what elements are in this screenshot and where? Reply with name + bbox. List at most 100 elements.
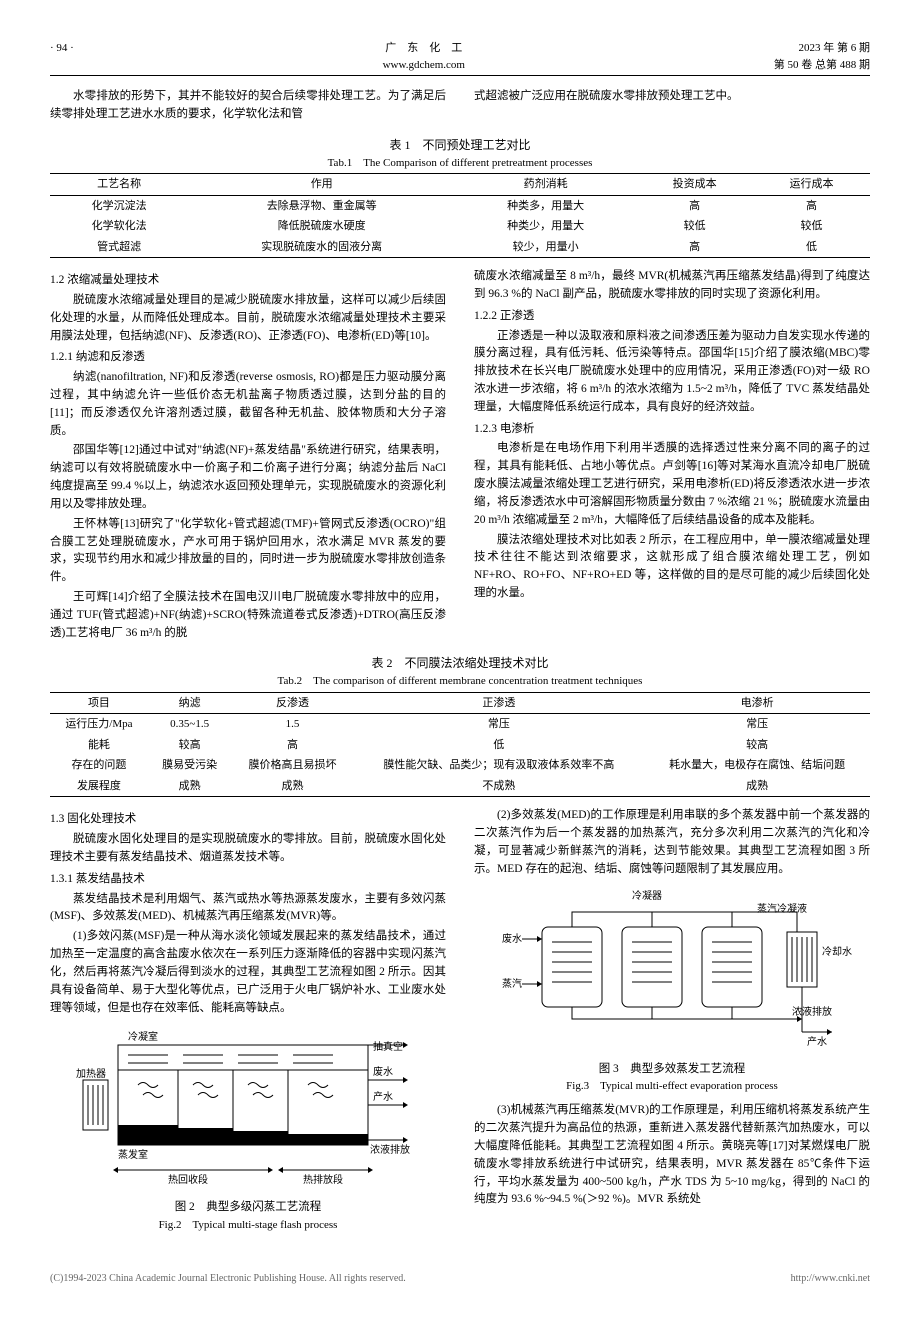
table-cell: 实现脱硫废水的固液分离 <box>188 237 455 258</box>
table2-caption-en: Tab.2 The comparison of different membra… <box>50 673 870 690</box>
table2-body: 运行压力/Mpa0.35~1.51.5常压常压能耗较高高低较高存在的问题膜易受污… <box>50 714 870 797</box>
table-cell: 高 <box>636 237 753 258</box>
s121-p4: 王可辉[14]介绍了全膜法技术在国电汉川电厂脱硫废水零排放中的应用，通过 TUF… <box>50 589 446 642</box>
table-cell: 较少，用量小 <box>455 237 636 258</box>
table1-caption-en: Tab.1 The Comparison of different pretre… <box>50 155 870 172</box>
table-cell: 管式超滤 <box>50 237 188 258</box>
s121-p3: 王怀林等[13]研究了"化学软化+管式超滤(TMF)+管网式反渗透(OCRO)"… <box>50 516 446 587</box>
fig3-caption-en: Fig.3 Typical multi-effect evaporation p… <box>474 1078 870 1095</box>
fig3-brine-label: 浓液排放 <box>792 1005 832 1018</box>
table-cell: 成熟 <box>148 776 232 797</box>
s131-p2: (1)多效闪蒸(MSF)是一种从海水淡化领域发展起来的蒸发结晶技术，通过加热至一… <box>50 928 446 1017</box>
fig3-diagram: 冷凝器 蒸汽冷凝液 废水 蒸汽 冷却水 <box>492 887 852 1057</box>
fig2-heater-label: 加热器 <box>76 1067 106 1080</box>
table2: 项目 纳滤 反渗透 正渗透 电渗析 运行压力/Mpa0.35~1.51.5常压常… <box>50 692 870 798</box>
page-header: · 94 · 广 东 化 工 www.gdchem.com 2023 年 第 6… <box>50 40 870 76</box>
table-cell: 降低脱硫废水硬度 <box>188 216 455 237</box>
table2-caption-cn: 表 2 不同膜法浓缩处理技术对比 <box>50 654 870 672</box>
t2-h3: 正渗透 <box>354 692 644 714</box>
s13-right-p2: (3)机械蒸汽再压缩蒸发(MVR)的工作原理是，利用压缩机将蒸发系统产生的二次蒸… <box>474 1102 870 1209</box>
fig3-product-label: 产水 <box>807 1035 827 1048</box>
fig2-reject-label: 热排放段 <box>303 1173 343 1186</box>
s12-p1: 脱硫废水浓缩减量处理目的是减少脱硫废水排放量，这样可以减少后续固化处理的水量，从… <box>50 292 446 345</box>
fig3-condensate-label: 蒸汽冷凝液 <box>757 902 807 915</box>
table-cell: 低 <box>354 735 644 756</box>
table-cell: 不成熟 <box>354 776 644 797</box>
table1-body: 化学沉淀法去除悬浮物、重金属等种类多，用量大高高化学软化法降低脱硫废水硬度种类少… <box>50 195 870 258</box>
table-cell: 高 <box>636 195 753 216</box>
fig2-waste-label: 废水 <box>373 1065 393 1078</box>
table-cell: 膜性能欠缺、品类少；现有汲取液体系效率不高 <box>354 755 644 776</box>
table-cell: 能耗 <box>50 735 148 756</box>
section-1-3: 1.3 固化处理技术 脱硫废水固化处理目的是实现脱硫废水的零排放。目前，脱硫废水… <box>50 807 870 1241</box>
t1-h0: 工艺名称 <box>50 174 188 196</box>
s121-title: 1.2.1 纳滤和反渗透 <box>50 349 446 367</box>
table-row: 管式超滤实现脱硫废水的固液分离较少，用量小高低 <box>50 237 870 258</box>
table-row: 化学沉淀法去除悬浮物、重金属等种类多，用量大高高 <box>50 195 870 216</box>
t2-h1: 纳滤 <box>148 692 232 714</box>
table-cell: 常压 <box>354 714 644 735</box>
section-1-2: 1.2 浓缩减量处理技术 脱硫废水浓缩减量处理目的是减少脱硫废水排放量，这样可以… <box>50 268 870 644</box>
s122-p1: 正渗透是一种以汲取液和原料液之间渗透压差为驱动力自发实现水传递的膜分离过程，具有… <box>474 328 870 417</box>
header-issue: 2023 年 第 6 期 第 50 卷 总第 488 期 <box>774 40 870 73</box>
table-cell: 种类多，用量大 <box>455 195 636 216</box>
s131-p1: 蒸发结晶技术是利用烟气、蒸汽或热水等热源蒸发废水，主要有多效闪蒸(MSF)、多效… <box>50 891 446 927</box>
table-cell: 较高 <box>148 735 232 756</box>
table-row: 存在的问题膜易受污染膜价格高且易损坏膜性能欠缺、品类少；现有汲取液体系效率不高耗… <box>50 755 870 776</box>
t2-h2: 反渗透 <box>231 692 353 714</box>
s121-p1: 纳滤(nanofiltration, NF)和反渗透(reverse osmos… <box>50 369 446 440</box>
intro-row: 水零排放的形势下，其并不能较好的契合后续零排处理工艺。为了满足后续零排处理工艺进… <box>50 88 870 126</box>
journal-name: 广 东 化 工 <box>383 40 465 57</box>
table-cell: 存在的问题 <box>50 755 148 776</box>
table-row: 化学软化法降低脱硫废水硬度种类少，用量大较低较低 <box>50 216 870 237</box>
table-cell: 发展程度 <box>50 776 148 797</box>
table-cell: 0.35~1.5 <box>148 714 232 735</box>
fig2-caption-cn: 图 2 典型多级闪蒸工艺流程 <box>50 1199 446 1216</box>
s123-p1: 电渗析是在电场作用下利用半透膜的选择透过性来分离不同的离子的过程，其具有能耗低、… <box>474 440 870 529</box>
table-cell: 种类少，用量大 <box>455 216 636 237</box>
fig2-condenser-label: 冷凝室 <box>128 1030 158 1043</box>
s131-title: 1.3.1 蒸发结晶技术 <box>50 871 446 889</box>
table-cell: 高 <box>231 735 353 756</box>
table-cell: 运行压力/Mpa <box>50 714 148 735</box>
t2-h4: 电渗析 <box>644 692 870 714</box>
table-cell: 膜价格高且易损坏 <box>231 755 353 776</box>
table-cell: 较低 <box>636 216 753 237</box>
s13-title: 1.3 固化处理技术 <box>50 811 446 829</box>
table-cell: 成熟 <box>231 776 353 797</box>
t1-h3: 投资成本 <box>636 174 753 196</box>
table1-header-row: 工艺名称 作用 药剂消耗 投资成本 运行成本 <box>50 174 870 196</box>
fig3-steam-label: 蒸汽 <box>502 977 522 990</box>
fig2-evap-label: 蒸发室 <box>118 1148 148 1161</box>
table-cell: 耗水量大，电极存在腐蚀、结垢问题 <box>644 755 870 776</box>
table-cell: 化学软化法 <box>50 216 188 237</box>
table-row: 运行压力/Mpa0.35~1.51.5常压常压 <box>50 714 870 735</box>
fig3-condenser-label: 冷凝器 <box>632 889 662 902</box>
s12-right-p1: 硫废水浓缩减量至 8 m³/h，最终 MVR(机械蒸汽再压缩蒸发结晶)得到了纯度… <box>474 268 870 304</box>
table-cell: 膜易受污染 <box>148 755 232 776</box>
intro-right: 式超滤被广泛应用在脱硫废水零排放预处理工艺中。 <box>474 88 870 106</box>
s13-p1: 脱硫废水固化处理目的是实现脱硫废水的零排放。目前，脱硫废水固化处理技术主要有蒸发… <box>50 831 446 867</box>
fig3-waste-label: 废水 <box>502 932 522 945</box>
fig2-brine-label: 浓液排放 <box>370 1143 410 1156</box>
s123-p2: 膜法浓缩处理技术对比如表 2 所示，在工程应用中，单一膜浓缩减量处理技术往往不能… <box>474 532 870 603</box>
table1: 工艺名称 作用 药剂消耗 投资成本 运行成本 化学沉淀法去除悬浮物、重金属等种类… <box>50 173 870 258</box>
table-cell: 较高 <box>644 735 870 756</box>
t1-h1: 作用 <box>188 174 455 196</box>
table-cell: 低 <box>753 237 870 258</box>
table-row: 能耗较高高低较高 <box>50 735 870 756</box>
s123-title: 1.2.3 电渗析 <box>474 421 870 439</box>
header-page-num: · 94 · <box>50 40 74 73</box>
table-cell: 较低 <box>753 216 870 237</box>
t2-h0: 项目 <box>50 692 148 714</box>
s121-p2: 邵国华等[12]通过中试对"纳滤(NF)+蒸发结晶"系统进行研究，结果表明，纳滤… <box>50 442 446 513</box>
fig3-cooling-label: 冷却水 <box>822 945 852 958</box>
fig2-product-label: 产水 <box>373 1090 393 1103</box>
s12-title: 1.2 浓缩减量处理技术 <box>50 272 446 290</box>
footer-url: http://www.cnki.net <box>791 1271 870 1286</box>
page-footer: (C)1994-2023 China Academic Journal Elec… <box>50 1271 870 1286</box>
t1-h4: 运行成本 <box>753 174 870 196</box>
table-cell: 成熟 <box>644 776 870 797</box>
table-cell: 高 <box>753 195 870 216</box>
t1-h2: 药剂消耗 <box>455 174 636 196</box>
